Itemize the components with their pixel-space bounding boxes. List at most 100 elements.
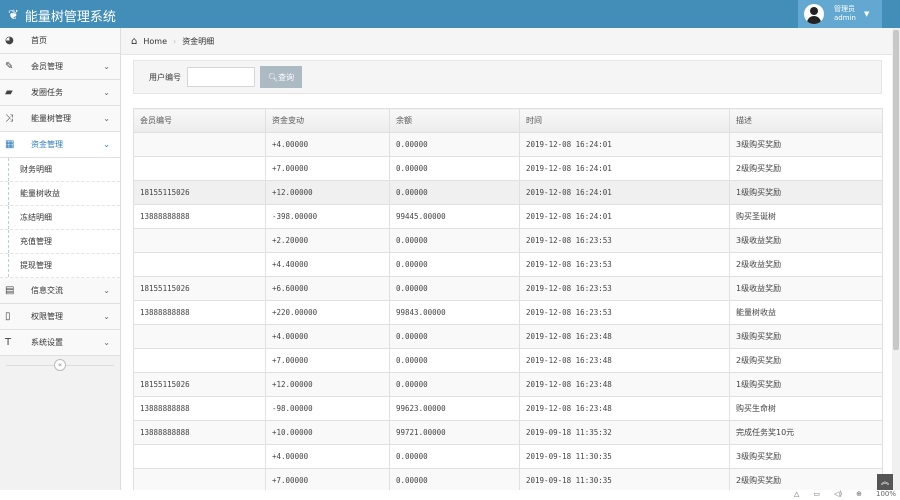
sidebar-subitem[interactable]: 充值管理: [0, 230, 120, 254]
table-cell: 2019-12-08 16:24:01: [519, 204, 730, 229]
sidebar-subitem[interactable]: 冻结明细: [0, 206, 120, 230]
sidebar-item[interactable]: ▦ 资金管理 ⌄: [0, 132, 120, 158]
sidebar-subitem[interactable]: 提现管理: [0, 254, 120, 278]
table-cell: 99721.00000: [389, 420, 520, 445]
chevron-down-icon: ⌄: [103, 88, 110, 97]
sidebar-item-label: 信息交流: [31, 286, 63, 295]
user-role: 管理员: [834, 5, 855, 13]
table-row[interactable]: +4.00000 0.00000 2019-09-18 11:30:35 3级购买奖励: [133, 444, 883, 469]
table-cell: 3级购买奖励: [729, 132, 883, 157]
table-cell: 0.00000: [389, 252, 520, 277]
table-row[interactable]: 13888888888 +10.00000 99721.00000 2019-09-1…: [133, 420, 883, 445]
scrollbar-thumb[interactable]: [893, 30, 899, 350]
table-row[interactable]: 13888888888 -398.00000 99445.00000 2019-12-…: [133, 204, 883, 229]
table-row[interactable]: 18155115026 +12.00000 0.00000 2019-12-08 16…: [133, 180, 883, 205]
dashboard-icon: ◕: [5, 35, 14, 46]
table-cell: 0.00000: [389, 444, 520, 469]
sidebar-item[interactable]: ▤ 信息交流 ⌄: [0, 278, 120, 304]
shuffle-icon: ⤨: [5, 113, 13, 124]
book-icon: ▰: [5, 87, 13, 98]
table-cell: 0.00000: [389, 276, 520, 301]
table-cell: 18155115026: [133, 180, 266, 205]
table-row[interactable]: 18155115026 +12.00000 0.00000 2019-12-08 16…: [133, 372, 883, 397]
sidebar-item-label: 权限管理: [31, 312, 63, 321]
table-cell: 2级购买奖励: [729, 348, 883, 373]
chevron-down-icon: ⌄: [103, 62, 110, 71]
sidebar-subitem[interactable]: 能量树收益: [0, 182, 120, 206]
table-row[interactable]: 13888888888 -98.00000 99623.00000 2019-12-0…: [133, 396, 883, 421]
sidebar: ◕ 首页 ✎ 会员管理 ⌄ ▰ 发圈任务 ⌄ ⤨ 能量树管理 ⌄ ▦ 资金管理 ⌄ 财务明细 能量树收益 冻结明…: [0, 28, 121, 500]
download-icon[interactable]: ▭: [813, 490, 820, 498]
caret-down-icon: ▼: [863, 10, 870, 18]
table-cell: 0.00000: [389, 468, 520, 493]
breadcrumb: ⌂ Home › 资金明细: [121, 28, 892, 55]
table-cell: 2019-12-08 16:24:01: [519, 180, 730, 205]
status-bar: △ ▭ ◁) ⊕ 100%: [0, 490, 900, 500]
leaf-icon: ❦: [8, 8, 19, 23]
table-cell: 0.00000: [389, 132, 520, 157]
table-cell: 0.00000: [389, 324, 520, 349]
table-cell: 购买圣诞树: [729, 204, 883, 229]
sidebar-item[interactable]: ▯ 权限管理 ⌄: [0, 304, 120, 330]
breadcrumb-home[interactable]: Home: [143, 36, 167, 46]
chevron-down-icon: ⌄: [103, 114, 110, 123]
table-cell: 3级收益奖励: [729, 228, 883, 253]
table-cell: 完成任务奖10元: [729, 420, 883, 445]
chevron-right-icon: ›: [172, 36, 177, 46]
table-cell: 2级收益奖励: [729, 252, 883, 277]
table-row[interactable]: 13888888888 +220.00000 99843.00000 2019-12-…: [133, 300, 883, 325]
table-row[interactable]: +7.00000 0.00000 2019-12-08 16:24:01 2级购买奖励: [133, 156, 883, 181]
back-to-top-button[interactable]: ︽: [877, 474, 893, 490]
table-cell: 0.00000: [389, 372, 520, 397]
table-row[interactable]: +7.00000 0.00000 2019-09-18 11:30:35 2级购买奖励: [133, 468, 883, 493]
table-row[interactable]: +4.00000 0.00000 2019-12-08 16:24:01 3级购买奖励: [133, 132, 883, 157]
table-cell: 13888888888: [133, 396, 266, 421]
table-cell: +4.40000: [265, 252, 390, 277]
sidebar-item-label: 会员管理: [31, 62, 63, 71]
user-id-input[interactable]: [187, 67, 255, 87]
table-row[interactable]: +7.00000 0.00000 2019-12-08 16:23:48 2级购买奖励: [133, 348, 883, 373]
sound-icon[interactable]: ◁): [833, 490, 843, 498]
table-row[interactable]: +2.20000 0.00000 2019-12-08 16:23:53 3级收益奖励: [133, 228, 883, 253]
top-navbar: ❦ 能量树管理系统 管理员 admin ▼: [0, 0, 900, 28]
app-logo[interactable]: ❦ 能量树管理系统: [8, 6, 116, 25]
search-bar: 用户编号 🔍︎查询: [133, 60, 882, 94]
search-icon: 🔍︎: [267, 72, 279, 82]
notification-icon[interactable]: △: [793, 490, 800, 498]
table-cell: 1级购买奖励: [729, 372, 883, 397]
table-row[interactable]: +4.40000 0.00000 2019-12-08 16:23:53 2级收益奖励: [133, 252, 883, 277]
table-cell: 0.00000: [389, 180, 520, 205]
table-cell: 0.00000: [389, 228, 520, 253]
table-cell: +2.20000: [265, 228, 390, 253]
scrollbar[interactable]: [892, 28, 900, 490]
table-cell: [133, 252, 266, 277]
sidebar-item[interactable]: ▰ 发圈任务 ⌄: [0, 80, 120, 106]
table-cell: +7.00000: [265, 156, 390, 181]
table-cell: +12.00000: [265, 372, 390, 397]
table-cell: +4.00000: [265, 324, 390, 349]
column-header: 资金变动: [265, 108, 390, 133]
table-cell: 18155115026: [133, 276, 266, 301]
double-chevron-left-icon[interactable]: «: [54, 359, 66, 371]
sidebar-subitem[interactable]: 财务明细: [0, 158, 120, 182]
table-cell: 2019-12-08 16:23:48: [519, 396, 730, 421]
table-cell: 2019-12-08 16:23:48: [519, 372, 730, 397]
search-button[interactable]: 🔍︎查询: [260, 66, 302, 88]
sidebar-item[interactable]: T 系统设置 ⌄: [0, 330, 120, 356]
sidebar-item[interactable]: ✎ 会员管理 ⌄: [0, 54, 120, 80]
app-title: 能量树管理系统: [24, 10, 116, 25]
file-icon: ▯: [5, 311, 11, 322]
table-row[interactable]: +4.00000 0.00000 2019-12-08 16:23:48 3级购买奖励: [133, 324, 883, 349]
zoom-icon[interactable]: ⊕: [856, 490, 862, 498]
table-cell: +7.00000: [265, 468, 390, 493]
table-row[interactable]: 18155115026 +6.60000 0.00000 2019-12-08 16:…: [133, 276, 883, 301]
user-menu[interactable]: 管理员 admin ▼: [798, 0, 882, 28]
sidebar-item[interactable]: ◕ 首页: [0, 28, 120, 54]
sidebar-item[interactable]: ⤨ 能量树管理 ⌄: [0, 106, 120, 132]
double-chevron-up-icon: ︽: [881, 477, 889, 486]
sidebar-item-label: 资金管理: [31, 140, 63, 149]
avatar: [804, 4, 824, 24]
list-icon: ▤: [5, 285, 15, 296]
table-cell: 购买生命树: [729, 396, 883, 421]
table-cell: 13888888888: [133, 300, 266, 325]
